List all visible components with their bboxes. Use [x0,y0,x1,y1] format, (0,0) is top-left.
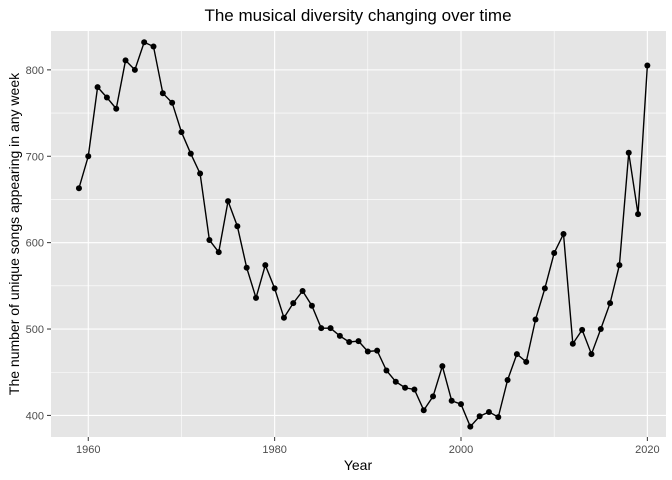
x-axis-ticks: 1960 1980 2000 2020 [76,437,660,456]
data-point [262,262,269,269]
data-point [541,285,548,292]
data-point [597,326,604,333]
data-point [141,39,148,46]
x-tick-label: 2000 [449,444,473,456]
x-tick-label: 1980 [262,444,286,456]
data-point [253,294,259,301]
data-point [103,94,110,101]
data-point [495,414,502,421]
data-point [75,185,82,192]
data-point [225,198,232,205]
data-point [383,367,390,374]
data-point [215,249,222,256]
data-point [243,264,250,271]
data-point [374,347,381,354]
x-tick-label: 1960 [76,444,100,456]
data-point [122,57,129,64]
data-point [159,90,166,97]
x-axis-title: Year [344,457,373,473]
x-tick-label: 2020 [635,444,659,456]
data-point [113,105,120,112]
data-point [635,211,642,218]
data-point [206,237,213,244]
data-point [280,314,287,321]
data-point [94,84,101,91]
major-gridlines [51,31,666,437]
data-point [448,397,455,404]
data-point [308,302,315,309]
y-tick-label: 800 [26,65,44,77]
data-point [318,325,325,332]
data-point [551,250,558,257]
y-axis-title: The number of unique songs appearing in … [6,72,22,395]
data-point [327,325,334,332]
data-point [579,326,586,333]
series-line [78,41,649,428]
data-point [588,351,595,358]
data-point [85,153,92,160]
data-point [290,300,297,307]
data-point [430,393,437,400]
data-point [178,129,185,136]
data-point [150,43,157,50]
data-point [458,401,464,408]
data-point [616,262,623,269]
y-tick-label: 500 [26,324,44,336]
data-point [523,358,530,365]
data-point [644,62,651,69]
y-tick-label: 400 [26,410,44,422]
data-point [355,338,362,345]
data-point [560,231,567,237]
data-point [439,363,446,370]
data-point [504,376,511,383]
data-point [532,316,539,323]
minor-gridlines [51,31,666,437]
data-point [364,348,371,355]
data-point [169,99,176,106]
y-tick-label: 700 [26,151,44,163]
data-point [392,378,399,385]
data-point [467,423,474,430]
data-point [476,413,483,420]
data-point [625,149,632,156]
chart-title: The musical diversity changing over time [204,6,511,25]
y-axis-ticks: 400 500 600 700 800 [26,65,51,422]
data-point [271,285,278,292]
data-point [234,223,241,230]
data-points [75,39,651,430]
data-point [197,170,204,177]
data-point [402,384,409,391]
data-point [420,407,427,414]
data-point [485,408,492,415]
data-point [336,332,343,339]
data-point [513,351,520,358]
data-point [299,288,306,295]
data-point [346,338,353,345]
data-point [187,150,194,157]
data-point [131,66,138,73]
y-tick-label: 600 [26,238,44,250]
data-point [411,386,418,393]
plot-panel [51,31,666,437]
data-point [569,340,576,347]
data-point [607,300,614,307]
